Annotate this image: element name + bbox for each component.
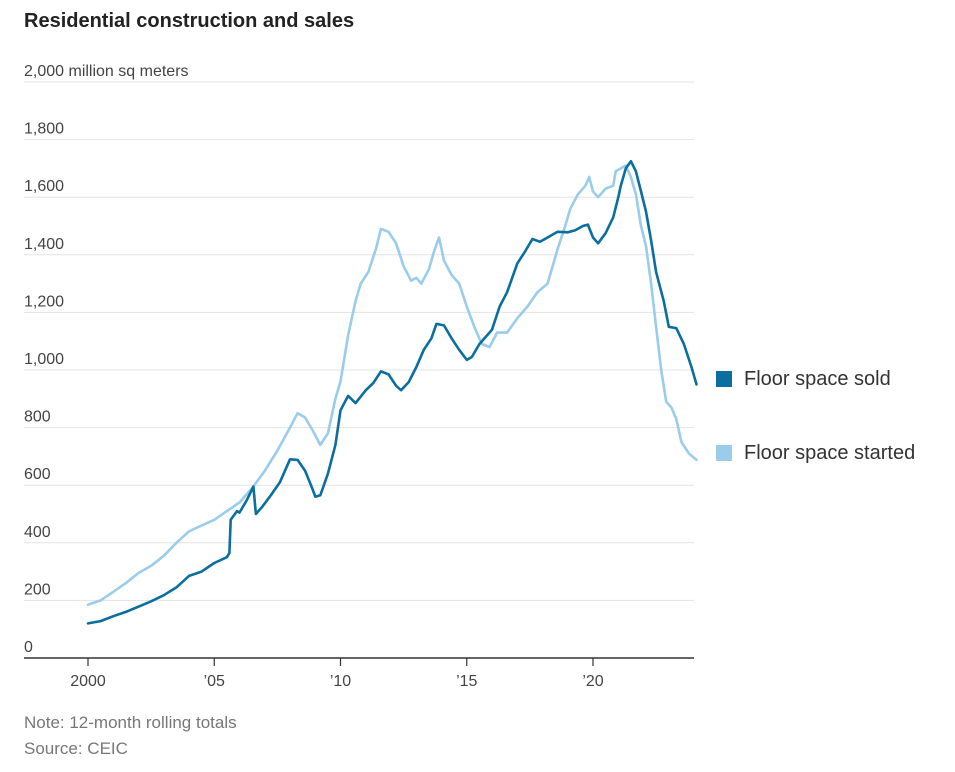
legend-label-sold: Floor space sold bbox=[744, 367, 891, 390]
x-tick-label-2000: 2000 bbox=[70, 673, 106, 690]
legend-item-floor-space-sold: Floor space sold bbox=[716, 366, 915, 392]
legend-item-floor-space-started: Floor space started bbox=[716, 440, 915, 466]
gridlines bbox=[24, 81, 694, 601]
x-tick-label-2020: ’20 bbox=[582, 673, 603, 690]
series-line-floor-space-sold bbox=[86, 159, 698, 625]
x-tick-label-2015: ’15 bbox=[456, 673, 477, 690]
legend-label-started: Floor space started bbox=[744, 441, 916, 464]
chart-source: Source: CEIC bbox=[24, 739, 128, 758]
y-tick-label-200: 200 bbox=[24, 581, 51, 598]
legend-swatch-started bbox=[716, 445, 732, 461]
chart-title: Residential construction and sales bbox=[24, 10, 355, 32]
y-tick-label-1000: 1,000 bbox=[24, 351, 64, 368]
legend: Floor space sold Floor space started bbox=[716, 366, 915, 466]
y-tick-label-800: 800 bbox=[24, 409, 51, 426]
y-tick-label-1600: 1,600 bbox=[24, 178, 64, 195]
x-tick-label-2010: ’10 bbox=[330, 673, 351, 690]
chart-note: Note: 12-month rolling totals bbox=[24, 713, 237, 732]
y-tick-label-400: 400 bbox=[24, 524, 51, 541]
legend-swatch-sold bbox=[716, 371, 732, 387]
y-axis-tick-labels: 0 200 400 600 800 1,000 1,200 1,400 1,600 1,800 2,… bbox=[24, 63, 189, 656]
y-tick-label-600: 600 bbox=[24, 466, 51, 483]
y-tick-label-1200: 1,200 bbox=[24, 293, 64, 310]
y-tick-label-1800: 1,800 bbox=[24, 121, 64, 138]
x-tick-label-2005: ’05 bbox=[204, 673, 225, 690]
series-lines bbox=[86, 159, 698, 625]
y-tick-label-2000: 2,000 million sq meters bbox=[24, 63, 189, 80]
y-tick-label-1400: 1,400 bbox=[24, 236, 64, 253]
x-axis: 2000 ’05 ’10 ’15 ’20 bbox=[70, 658, 604, 690]
chart-footer: Note: 12-month rolling totals Source: CE… bbox=[24, 710, 237, 762]
y-tick-label-0: 0 bbox=[24, 639, 33, 656]
